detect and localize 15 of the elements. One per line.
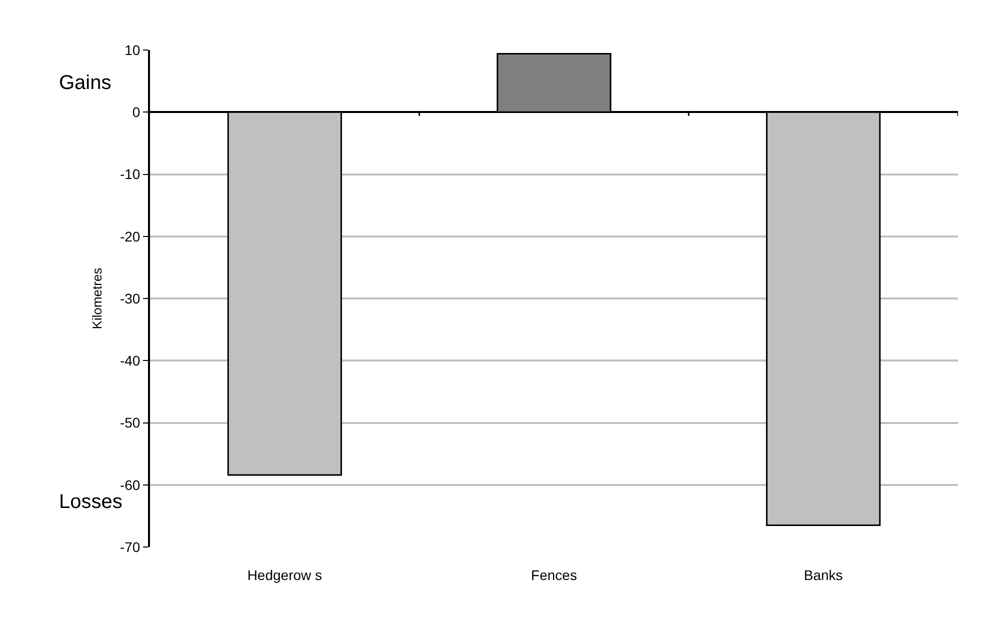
y-tick-label: -30 [120, 290, 140, 306]
y-tick-label: -70 [120, 538, 140, 555]
x-tick-label: Hedgerow s [247, 567, 322, 583]
y-tick-label: -20 [120, 228, 140, 244]
y-tick-label: -50 [120, 414, 140, 431]
x-tick-label: Fences [531, 567, 577, 583]
x-tick-label: Banks [804, 567, 843, 583]
y-axis-title: Kilometres [89, 267, 104, 330]
y-tick-label: -40 [120, 352, 140, 369]
text: Losses [59, 491, 122, 513]
y-tick-label: 0 [132, 104, 140, 120]
y-tick-label: -60 [120, 476, 140, 493]
text: Gains [59, 72, 112, 94]
y-tick-label: -10 [120, 166, 140, 182]
y-tick-label: 10 [124, 42, 140, 58]
